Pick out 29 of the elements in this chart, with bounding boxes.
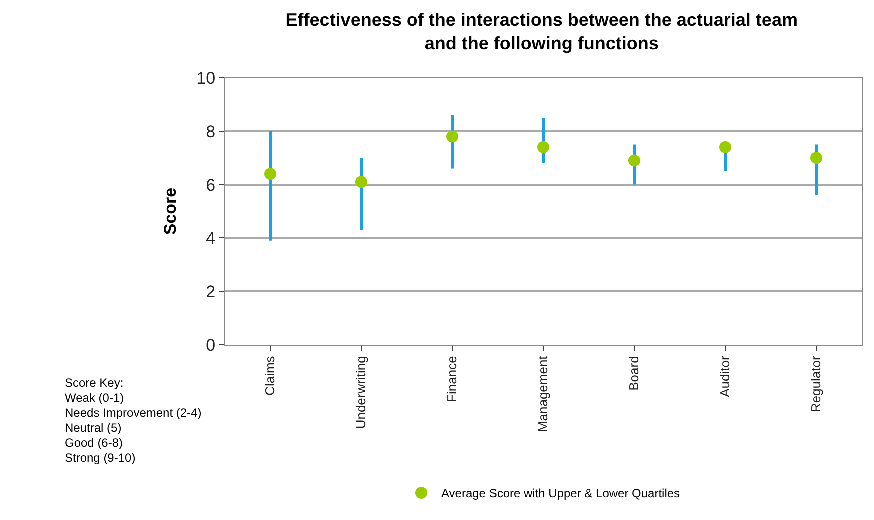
point: [538, 141, 550, 154]
y-tick-label: 8: [206, 122, 216, 142]
x-tick-label: Auditor: [718, 356, 733, 398]
y-axis-title: Score: [161, 188, 180, 236]
point: [264, 168, 276, 180]
y-tick-label: 6: [206, 176, 216, 195]
x-tick-label: Board: [626, 356, 642, 391]
y-tick-label: 0: [206, 336, 216, 355]
y-tick-label: 4: [206, 229, 216, 248]
point: [810, 152, 822, 164]
y-tick-label: 10: [196, 68, 216, 88]
x-tick-label: Underwriting: [354, 356, 369, 430]
point: [720, 141, 732, 154]
text: Needs Improvement (2-4): [65, 406, 202, 420]
x-tick-label: Finance: [444, 356, 460, 402]
y-tick-label: 2: [206, 282, 216, 302]
point: [356, 176, 368, 188]
text: Strong (9-10): [65, 451, 136, 465]
text: Score Key:: [65, 376, 124, 390]
point: [628, 154, 640, 167]
chart-title: Effectiveness of the interactions between the actuarial team and the following functions: [286, 10, 798, 54]
x-tick-label: Claims: [262, 356, 278, 396]
x-tick-label: Regulator: [808, 356, 824, 413]
legend-label: Average Score with Upper & Lower Quartiles: [442, 486, 680, 501]
point: [446, 130, 458, 143]
x-tick-label: Management: [536, 356, 551, 432]
text: Good (6-8): [65, 436, 124, 450]
text: Weak (0-1): [65, 391, 124, 405]
text: Neutral (5): [65, 421, 122, 435]
